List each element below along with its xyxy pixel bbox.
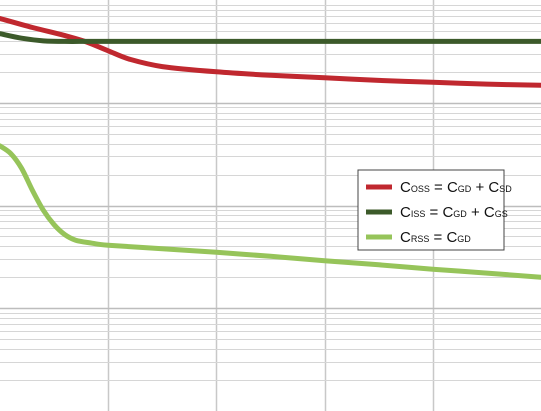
- legend-label-1: CISS = CGD + CGS: [400, 204, 508, 221]
- legend: COSS = CGD + CSD CISS = CGD + CGS CRSS = C…: [357, 169, 512, 251]
- legend-label-0: COSS = CGD + CSD: [400, 179, 512, 196]
- series-lines: [0, 16, 541, 280]
- series-line-0: [0, 16, 541, 88]
- series-line-2: [0, 143, 541, 280]
- series-line-1: [0, 31, 541, 44]
- legend-label-2: CRSS = CGD: [400, 229, 471, 246]
